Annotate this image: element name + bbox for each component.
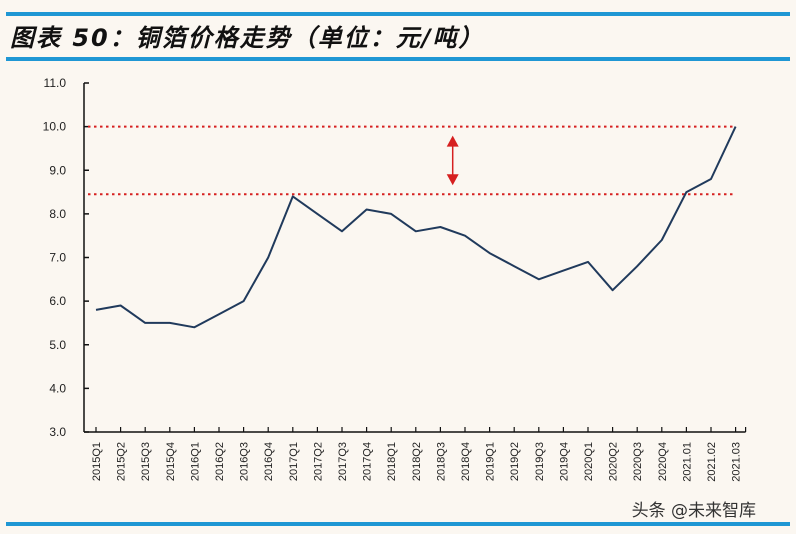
x-tick-label: 2021.02 [706,442,718,482]
x-tick-label: 2016Q3 [239,442,251,481]
x-tick-label: 2019Q1 [485,442,497,481]
x-tick-label: 2017Q2 [312,442,324,481]
x-tick-label: 2020Q3 [632,442,644,481]
x-tick-label: 2018Q4 [460,442,472,481]
y-tick-label: 6.0 [49,294,66,308]
y-tick-label: 11.0 [44,76,67,90]
y-axis: 3.0 4.0 5.0 6.0 7.0 8.0 9.0 10.0 11.0 [43,76,89,439]
y-tick-label: 9.0 [49,163,66,177]
x-tick-label: 2017Q3 [337,442,349,481]
x-tick-label: 2019Q4 [558,442,570,481]
y-tick-label: 4.0 [49,381,66,395]
price-line [95,126,737,329]
bottom-rule [6,522,790,526]
x-tick-label: 2017Q4 [362,442,374,481]
y-tick-label: 5.0 [49,338,66,352]
watermark: 头条 @未来智库 [631,501,756,521]
top-rule [6,12,790,16]
y-tick-label: 10.0 [43,120,67,134]
x-tick-label: 2018Q3 [435,442,447,481]
x-tick-label: 2015Q3 [140,442,152,481]
x-tick-label: 2019Q2 [509,442,521,481]
y-tick-label: 7.0 [49,251,66,265]
x-tick-label: 2021.03 [731,442,743,482]
y-tick-label: 3.0 [49,425,66,439]
x-tick-label: 2016Q2 [214,442,226,481]
x-tick-label: 2020Q2 [608,442,620,481]
x-tick-label: 2015Q2 [116,442,128,481]
chart-title: 图表 50：铜箔价格走势（单位：元/吨） [10,24,485,52]
x-tick-label: 2018Q1 [386,442,398,481]
reference-lines [88,125,736,196]
x-tick-label: 2017Q1 [288,442,300,481]
x-tick-label: 2018Q2 [411,442,423,481]
x-axis: 2015Q1 2015Q2 2015Q3 2015Q4 2016Q1 2016Q2 2016… [84,427,747,482]
x-tick-label: 2015Q1 [91,442,103,481]
title-underline-rule [6,57,790,61]
x-tick-label: 2016Q1 [189,442,201,481]
y-tick-label: 8.0 [49,207,66,221]
x-tick-label: 2019Q3 [534,442,546,481]
x-tick-label: 2015Q4 [165,442,177,481]
double-arrow-icon [446,135,459,186]
x-tick-label: 2016Q4 [263,442,275,481]
x-tick-label: 2020Q4 [657,442,669,481]
x-tick-label: 2021.01 [681,442,693,482]
x-tick-label: 2020Q1 [583,442,595,481]
